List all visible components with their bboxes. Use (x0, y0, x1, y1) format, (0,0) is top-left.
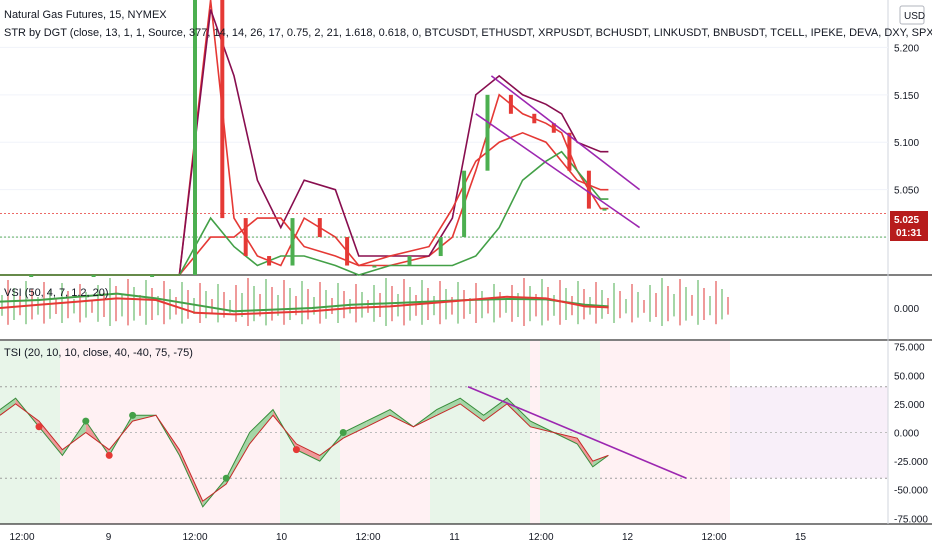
time-tick-label: 15 (795, 532, 807, 543)
tsi-fill (226, 432, 250, 484)
tsi-series-line (0, 403, 609, 502)
tsi-fill (296, 443, 320, 462)
tsi-cross-dot (222, 474, 230, 482)
price-trendline (475, 113, 641, 229)
time-tick-label: 12 (622, 532, 634, 543)
price-tag-value: 5.025 (894, 215, 919, 226)
tsi-fill (343, 421, 367, 439)
tsi-fill (179, 449, 203, 507)
time-tick-label: 9 (106, 532, 112, 543)
tsi-fill (460, 398, 484, 422)
price-tick-label: 5.150 (894, 91, 919, 102)
tsi-indicator-label: TSI (20, 10, 10, close, 40, -40, 75, -75… (4, 347, 193, 359)
price-candle (551, 123, 556, 133)
tsi-fill (577, 438, 593, 467)
main-indicator-label: STR by DGT (close, 13, 1, 1, Source, 377… (4, 27, 932, 39)
price-candle (91, 275, 96, 277)
price-candle (602, 208, 607, 211)
tsi-cross-dot (292, 446, 300, 454)
price-candle (29, 275, 34, 277)
tsi-fill (483, 398, 507, 422)
time-tick-label: 12:00 (528, 532, 553, 543)
price-candle (267, 256, 272, 266)
tsi-tick-label: 0.000 (894, 429, 919, 440)
tsi-tick-label: -25.000 (894, 457, 928, 468)
price-candle (532, 113, 537, 124)
tsi-fill (39, 421, 63, 456)
tsi-band (730, 386, 888, 479)
price-tag: 5.025 01:31 (890, 211, 928, 241)
currency-label: USD (904, 11, 925, 22)
pane-texts: Natural Gas Futures, 15, NYMEX STR by DG… (4, 9, 932, 359)
tsi-cross-dot (35, 423, 43, 431)
vsi-tick-label: 0.000 (894, 304, 919, 315)
chart-title: Natural Gas Futures, 15, NYMEX (4, 9, 167, 21)
tsi-trendline (467, 386, 687, 479)
price-tick-label: 5.100 (894, 138, 919, 149)
price-candle (407, 256, 412, 266)
tsi-tick-label: 25.000 (894, 400, 925, 411)
tsi-tick-label: 50.000 (894, 371, 925, 382)
chart-marks (0, 0, 888, 508)
grid-lines (0, 0, 932, 525)
tsi-tick-label: 75.000 (894, 343, 925, 354)
vsi-series-line (0, 292, 609, 313)
vsi-series-line (0, 295, 609, 316)
currency-button[interactable]: USD (899, 5, 925, 25)
tsi-tick-label: -50.000 (894, 486, 928, 497)
tsi-cross-dot (105, 451, 113, 459)
tsi-fill (436, 398, 461, 416)
price-candle (220, 0, 225, 219)
price-candle (317, 218, 322, 238)
price-tick-label: 5.200 (894, 43, 919, 54)
price-candle (150, 275, 155, 277)
price-tag-countdown: 01:31 (896, 228, 922, 239)
time-tick-label: 11 (449, 532, 460, 543)
tsi-fill (249, 409, 273, 444)
price-trendline (490, 75, 641, 191)
price-candle (567, 132, 572, 171)
price-candle (586, 170, 591, 209)
price-candle (485, 94, 490, 171)
price-candle (462, 170, 467, 238)
tsi-fill (0, 398, 16, 416)
tsi-cross-dot (129, 411, 137, 419)
vsi-indicator-label: VSI (50, 4, 7, 1.2, 20) (4, 287, 109, 299)
tsi-cross-dot (82, 417, 90, 425)
tsi-series-line (0, 397, 609, 508)
price-candle (345, 237, 350, 266)
price-candle (243, 218, 248, 257)
tsi-tick-label: -75.000 (894, 514, 928, 525)
price-candle (438, 237, 443, 257)
time-tick-label: 12:00 (182, 532, 207, 543)
time-tick-label: 12:00 (355, 532, 380, 543)
time-tick-label: 12:00 (701, 532, 726, 543)
tsi-cross-dot (339, 429, 347, 436)
price-candle (508, 94, 513, 114)
price-tick-label: 5.050 (894, 186, 919, 197)
price-candle (290, 218, 295, 266)
time-tick-label: 10 (276, 532, 288, 543)
price-candle (193, 0, 197, 275)
time-tick-label: 12:00 (9, 532, 34, 543)
price-candle (372, 265, 377, 268)
tsi-fill (366, 409, 390, 427)
